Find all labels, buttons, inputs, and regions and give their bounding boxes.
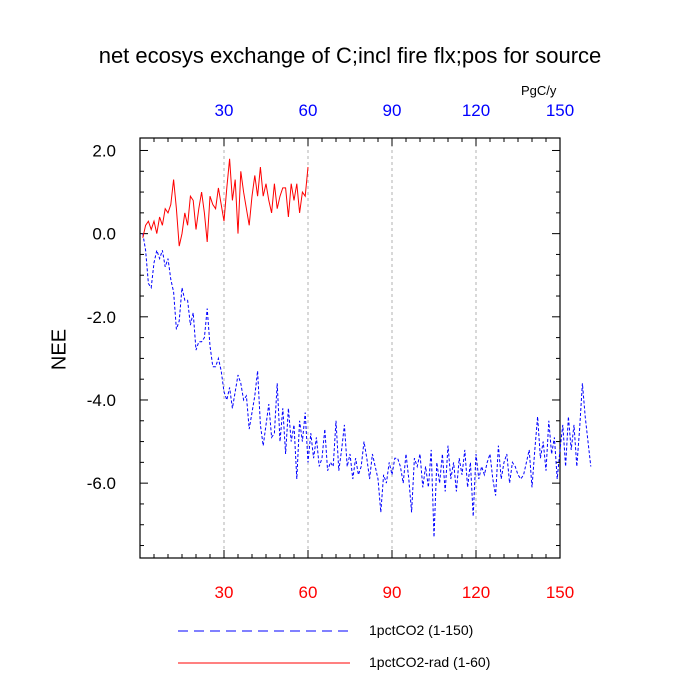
x-tick-label-top-120: 120 [462,101,490,120]
series-line-red [142,158,309,247]
legend-item-red: 1pctCO2-rad (1-60) [175,652,535,674]
y-tick-label-0.0: 0.0 [92,225,116,244]
y-tick-label-2.0: 2.0 [92,141,116,160]
x-tick-label-top-150: 150 [546,101,574,120]
chart-title: net ecosys exchange of C;incl fire flx;p… [98,43,602,68]
legend-label-red: 1pctCO2-rad (1-60) [369,654,491,670]
x-tick-label-top-30: 30 [215,101,234,120]
y-tick-label--6.0: -6.0 [87,474,116,493]
legend-item-blue: 1pctCO2 (1-150) [175,620,535,642]
units-label: PgC/y [521,83,557,98]
legend-line-red [178,662,350,664]
x-tick-label-top-60: 60 [299,101,318,120]
legend-line-blue [178,630,350,632]
x-tick-label-top-90: 90 [383,101,402,120]
x-tick-label-bottom-30: 30 [215,583,234,602]
x-tick-label-bottom-60: 60 [299,583,318,602]
x-tick-label-bottom-90: 90 [383,583,402,602]
x-tick-label-bottom-150: 150 [546,583,574,602]
y-tick-label--2.0: -2.0 [87,308,116,327]
y-tick-label--4.0: -4.0 [87,391,116,410]
legend-label-blue: 1pctCO2 (1-150) [369,622,474,638]
x-tick-label-bottom-120: 120 [462,583,490,602]
series-line-blue [142,233,592,538]
